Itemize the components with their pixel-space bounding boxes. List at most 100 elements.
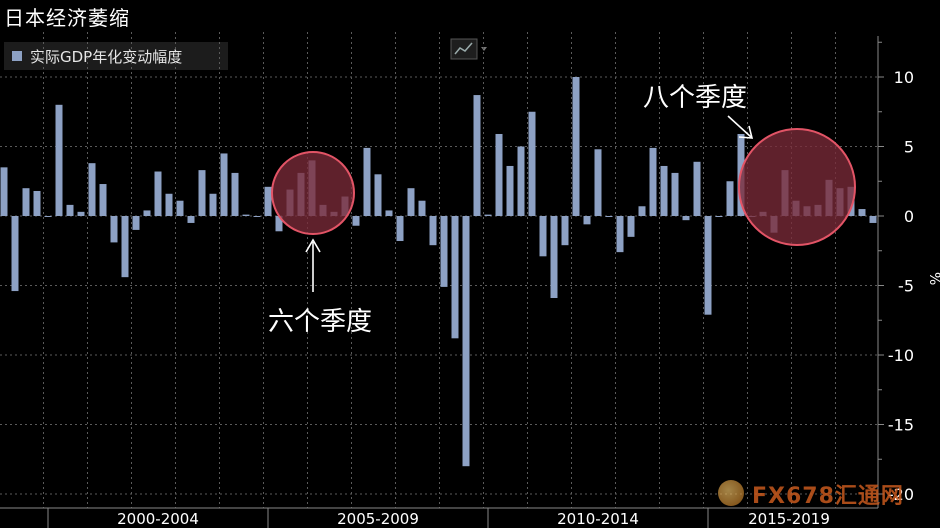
bar <box>748 216 756 217</box>
bar <box>385 210 393 216</box>
bar <box>572 77 580 216</box>
bar <box>495 133 503 216</box>
highlight-circle <box>738 128 856 246</box>
bar <box>429 216 437 246</box>
bar <box>473 95 481 216</box>
y-tick-label: -10 <box>888 346 914 365</box>
bar <box>506 165 514 216</box>
bar <box>583 216 591 225</box>
bar <box>671 172 679 216</box>
bar <box>220 153 228 216</box>
bar <box>132 216 140 230</box>
bar <box>726 181 734 216</box>
legend-swatch <box>12 51 22 61</box>
bar <box>616 216 624 253</box>
bar <box>55 104 63 216</box>
bar <box>704 216 712 315</box>
bar <box>759 211 767 216</box>
bar <box>297 172 305 216</box>
bar <box>517 146 525 216</box>
chart-title: 日本经济萎缩 <box>4 6 130 30</box>
bar <box>231 172 239 216</box>
bar <box>143 210 151 216</box>
bar <box>561 216 569 246</box>
bar <box>858 209 866 216</box>
bar <box>319 204 327 216</box>
annotation-arrowhead <box>305 238 321 253</box>
bar <box>11 216 19 292</box>
bar <box>154 171 162 216</box>
bar <box>462 216 470 467</box>
bar <box>88 163 96 216</box>
highlight-circle <box>271 151 355 235</box>
bar <box>814 204 822 216</box>
watermark-logo: FX678汇通网 <box>714 476 934 510</box>
x-period-label: 2015-2019 <box>748 510 830 528</box>
bar <box>737 133 745 216</box>
bar <box>627 216 635 237</box>
bar <box>286 189 294 216</box>
bar <box>682 216 690 221</box>
bar <box>363 147 371 216</box>
bar <box>209 193 217 216</box>
bar <box>693 161 701 216</box>
bar <box>198 170 206 216</box>
annotation-arrowhead <box>738 125 754 139</box>
bar <box>33 190 41 216</box>
y-tick-label: 0 <box>904 207 914 226</box>
bar <box>253 216 261 217</box>
bar <box>308 160 316 216</box>
legend-label: 实际GDP年化变动幅度 <box>30 48 183 66</box>
x-period-label: 2005-2009 <box>337 510 419 528</box>
watermark-text: FX678汇通网 <box>752 484 904 509</box>
bar <box>396 216 404 242</box>
bar <box>836 188 844 216</box>
bar <box>407 188 415 216</box>
bar <box>792 200 800 216</box>
y-tick-label: 5 <box>904 138 914 157</box>
bar <box>550 216 558 299</box>
bar <box>242 214 250 216</box>
bar <box>77 211 85 216</box>
bar <box>869 216 877 223</box>
bar <box>264 186 272 216</box>
bar <box>0 167 8 216</box>
chart-type-icon[interactable] <box>450 38 490 60</box>
bar <box>110 216 118 243</box>
bar <box>341 196 349 216</box>
bar <box>594 149 602 216</box>
y-tick-label: 10 <box>894 68 914 87</box>
bar <box>44 216 52 217</box>
legend: 实际GDP年化变动幅度 <box>4 42 228 70</box>
bar <box>781 170 789 216</box>
bar <box>187 216 195 223</box>
bar <box>638 206 646 216</box>
bar <box>715 216 723 217</box>
bar <box>99 184 107 216</box>
bar <box>440 216 448 287</box>
bar <box>165 193 173 216</box>
bar <box>275 216 283 232</box>
bar <box>121 216 129 278</box>
bar <box>649 147 657 216</box>
bar <box>803 206 811 216</box>
bar <box>330 211 338 216</box>
bar <box>451 216 459 339</box>
bar <box>847 186 855 216</box>
x-period-label: 2000-2004 <box>117 510 199 528</box>
y-tick-label: -15 <box>888 416 914 435</box>
bar <box>825 179 833 216</box>
globe-icon <box>718 480 744 506</box>
bar <box>22 188 30 216</box>
y-tick-label: -5 <box>898 277 914 296</box>
bar <box>528 111 536 216</box>
bar <box>374 174 382 216</box>
bar <box>539 216 547 257</box>
annotation-label: 八个季度 <box>643 83 747 113</box>
bar <box>176 200 184 216</box>
bar <box>770 216 778 233</box>
bar <box>605 216 613 217</box>
bar <box>352 216 360 226</box>
x-period-label: 2010-2014 <box>557 510 639 528</box>
